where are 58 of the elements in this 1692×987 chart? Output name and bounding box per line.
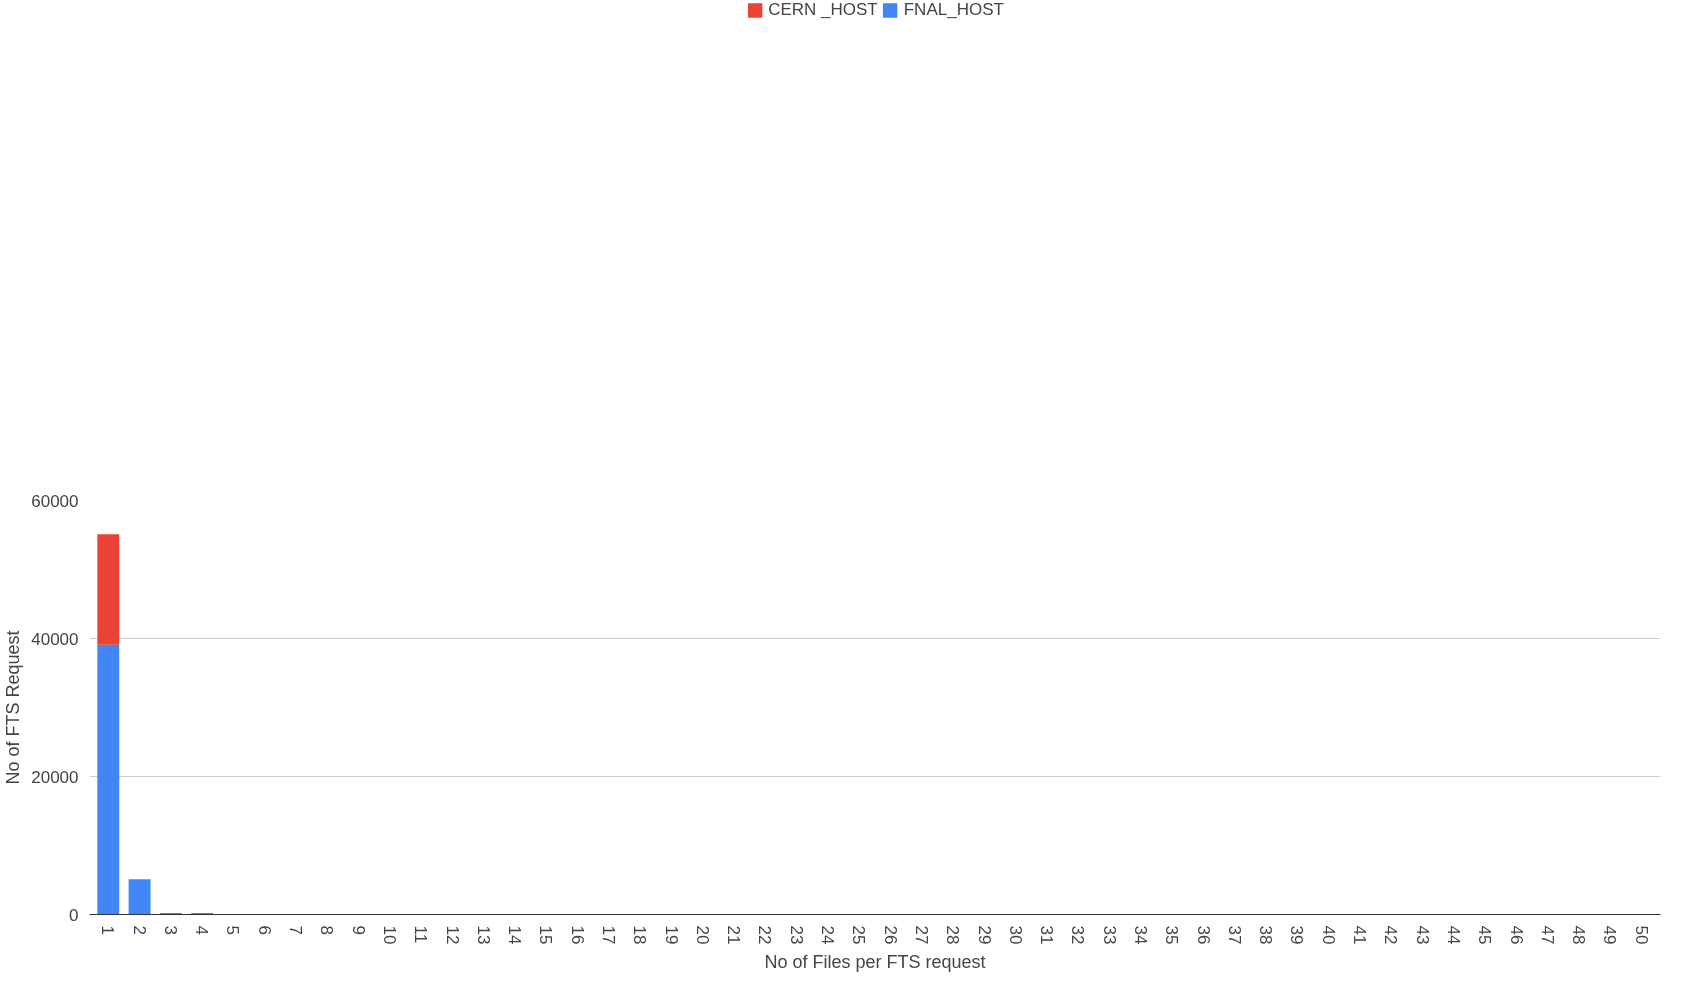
x-tick-label: 32	[1068, 925, 1088, 945]
x-tick-label: 36	[1193, 925, 1213, 945]
y-axis-title: No of FTS Request	[3, 630, 24, 785]
x-tick-label: 26	[880, 925, 900, 945]
x-tick-label: 28	[943, 925, 963, 945]
x-tick-label: 48	[1569, 925, 1589, 945]
x-tick-label: 50	[1631, 925, 1651, 945]
legend-label: CERN _HOST	[768, 0, 878, 20]
x-tick-label: 27	[911, 925, 931, 945]
x-tick-label: 34	[1131, 925, 1151, 945]
y-tick-label: 40000	[31, 629, 79, 649]
x-tick-label: 13	[473, 925, 493, 945]
x-tick-label: 31	[1037, 925, 1057, 945]
x-tick-label: 11	[411, 925, 431, 944]
x-tick-label: 41	[1350, 925, 1370, 945]
x-tick-label: 39	[1287, 925, 1307, 945]
x-tick-label: 15	[536, 925, 556, 945]
x-tick-label: 37	[1224, 925, 1244, 945]
x-tick-label: 3	[160, 925, 180, 935]
x-tick-label: 49	[1600, 925, 1620, 945]
x-tick-label: 7	[286, 925, 306, 935]
x-tick-label: 33	[1099, 925, 1119, 945]
x-axis-title: No of Files per FTS request	[764, 952, 986, 973]
y-tick-label: 20000	[31, 767, 79, 787]
x-tick-label: 12	[442, 925, 462, 945]
x-tick-label: 43	[1412, 925, 1432, 945]
y-tick-label: 0	[69, 905, 79, 925]
x-tick-label: 46	[1506, 925, 1526, 945]
x-tick-label: 17	[598, 925, 618, 945]
x-tick-label: 9	[348, 925, 368, 935]
x-tick-label: 2	[129, 925, 149, 935]
legend-label: FNAL_HOST	[903, 0, 1004, 20]
x-tick-label: 47	[1537, 925, 1557, 945]
x-tick-label: 6	[254, 925, 274, 935]
x-tick-label: 8	[317, 925, 337, 935]
x-tick-label: 5	[223, 925, 243, 935]
x-tick-label: 45	[1475, 925, 1495, 945]
x-tick-label: 1	[98, 925, 118, 935]
x-tick-label: 18	[630, 925, 650, 945]
x-tick-label: 4	[192, 925, 212, 935]
x-tick-label: 30	[1005, 925, 1025, 945]
x-tick-label: 19	[661, 925, 681, 945]
x-tick-label: 44	[1443, 925, 1463, 945]
x-tick-label: 38	[1256, 925, 1276, 945]
x-tick-label: 10	[379, 925, 399, 945]
x-tick-label: 29	[974, 925, 994, 945]
x-tick-label: 14	[505, 925, 525, 945]
y-tick-label: 60000	[31, 491, 79, 511]
x-tick-label: 20	[692, 925, 712, 945]
x-tick-label: 35	[1162, 925, 1182, 945]
x-tick-label: 22	[755, 925, 775, 945]
x-tick-label: 16	[567, 925, 587, 945]
x-tick-label: 42	[1381, 925, 1401, 945]
x-tick-label: 24	[818, 925, 838, 945]
x-tick-label: 25	[849, 925, 869, 945]
x-tick-label: 23	[786, 925, 806, 945]
x-tick-label: 21	[724, 925, 744, 945]
x-tick-label: 40	[1318, 925, 1338, 945]
